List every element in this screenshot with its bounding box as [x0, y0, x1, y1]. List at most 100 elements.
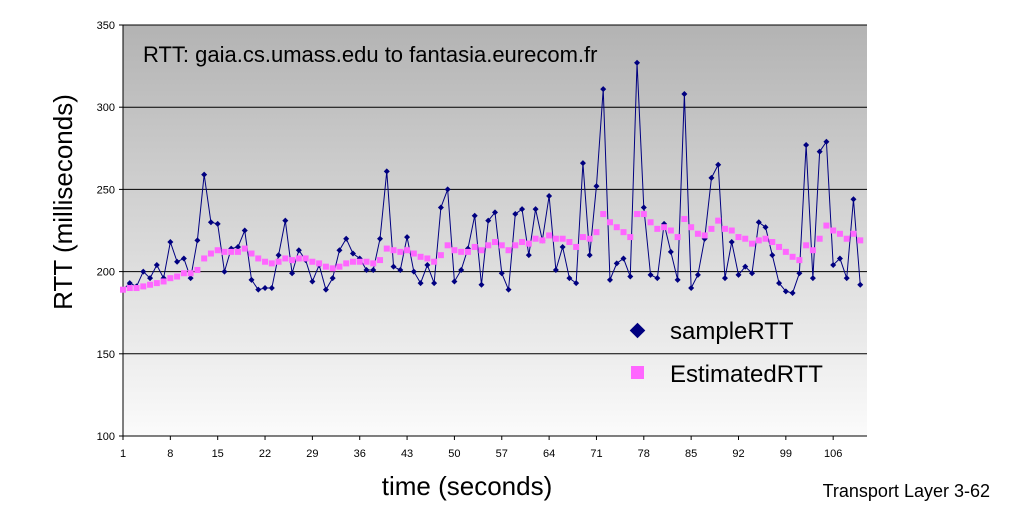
sampleRTT-point [275, 252, 282, 259]
sampleRTT-point [606, 276, 613, 283]
sampleRTT-point [742, 263, 749, 270]
EstimatedRTT-point [647, 219, 654, 226]
sampleRTT-point [620, 255, 627, 262]
sampleRTT-point [816, 148, 823, 155]
EstimatedRTT-point [532, 235, 539, 242]
EstimatedRTT-point [133, 285, 140, 292]
EstimatedRTT-point [356, 258, 363, 265]
sampleRTT-point [857, 281, 864, 288]
sampleRTT-point [377, 235, 384, 242]
sampleRTT-point [180, 255, 187, 262]
sampleRTT-point [674, 276, 681, 283]
sampleRTT-point [762, 224, 769, 231]
x-tick-label: 106 [824, 448, 842, 460]
EstimatedRTT-point [566, 239, 573, 246]
x-tick-label: 50 [448, 448, 460, 460]
sampleRTT-point [174, 258, 181, 265]
EstimatedRTT-point [776, 243, 783, 250]
sampleRTT-point [735, 271, 742, 278]
EstimatedRTT-point [681, 215, 688, 222]
EstimatedRTT-point [431, 258, 438, 265]
EstimatedRTT-point [370, 260, 377, 267]
sampleRTT-point [519, 206, 526, 213]
sampleRTT-point [404, 234, 411, 241]
EstimatedRTT-point [796, 257, 803, 264]
sampleRTT-point [140, 268, 147, 275]
x-tick-label: 92 [732, 448, 744, 460]
sampleRTT-point [336, 247, 343, 254]
EstimatedRTT-point [485, 242, 492, 249]
sampleRTT-point [836, 255, 843, 262]
sampleRTT-point [830, 262, 837, 269]
y-tick-label: 100 [97, 431, 115, 443]
EstimatedRTT-point [762, 235, 769, 242]
EstimatedRTT-point [613, 224, 620, 231]
sampleRTT-point [586, 252, 593, 259]
EstimatedRTT-point [316, 260, 323, 267]
EstimatedRTT-point [174, 273, 181, 280]
series-sampleRTT [120, 59, 864, 296]
sampleRTT-point [654, 275, 661, 282]
EstimatedRTT-point [444, 242, 451, 249]
EstimatedRTT-point [600, 211, 607, 218]
EstimatedRTT-point [498, 242, 505, 249]
sampleRTT-point [451, 278, 458, 285]
EstimatedRTT-point [404, 247, 411, 254]
EstimatedRTT-point [559, 235, 566, 242]
x-tick-label: 71 [590, 448, 602, 460]
EstimatedRTT-point [755, 237, 762, 244]
EstimatedRTT-point [519, 239, 526, 246]
EstimatedRTT-point [721, 225, 728, 232]
sampleRTT-point [437, 204, 444, 211]
sampleRTT-point [471, 212, 478, 219]
x-tick-label: 36 [354, 448, 366, 460]
EstimatedRTT-point [620, 229, 627, 236]
sampleRTT-point [241, 227, 248, 234]
sampleRTT-line [122, 62, 861, 294]
EstimatedRTT-point [194, 266, 201, 273]
EstimatedRTT-point [228, 248, 235, 255]
sampleRTT-point [248, 276, 255, 283]
sampleRTT-point [390, 263, 397, 270]
EstimatedRTT-point [525, 240, 532, 247]
sampleRTT-point [600, 86, 607, 93]
EstimatedRTT-point [397, 248, 404, 255]
x-tick-label: 22 [259, 448, 271, 460]
legend-estimated-label: EstimatedRTT [670, 361, 823, 388]
EstimatedRTT-point [336, 263, 343, 270]
EstimatedRTT-point [579, 234, 586, 241]
EstimatedRTT-point [255, 255, 262, 262]
EstimatedRTT-point [708, 225, 715, 232]
EstimatedRTT-point [816, 235, 823, 242]
EstimatedRTT-point [694, 230, 701, 237]
sampleRTT-point [370, 266, 377, 273]
EstimatedRTT-point [167, 275, 174, 282]
x-tick-label: 78 [638, 448, 650, 460]
sampleRTT-point [147, 275, 154, 282]
sampleRTT-point [417, 280, 424, 287]
sampleRTT-point [627, 273, 634, 280]
sampleRTT-point [782, 288, 789, 295]
EstimatedRTT-point [586, 235, 593, 242]
sampleRTT-point [221, 268, 228, 275]
sampleRTT-point [708, 174, 715, 181]
sampleRTT-point [431, 280, 438, 287]
EstimatedRTT-point [424, 255, 431, 262]
EstimatedRTT-point [153, 280, 160, 287]
sampleRTT-point [573, 280, 580, 287]
EstimatedRTT-point [214, 247, 221, 254]
sampleRTT-point [512, 211, 519, 218]
sampleRTT-point [282, 217, 289, 224]
EstimatedRTT-point [789, 253, 796, 260]
EstimatedRTT-point [349, 258, 356, 265]
EstimatedRTT-point [715, 217, 722, 224]
EstimatedRTT-point [593, 229, 600, 236]
EstimatedRTT-point [268, 260, 275, 267]
EstimatedRTT-point [843, 235, 850, 242]
sampleRTT-point [532, 206, 539, 213]
EstimatedRTT-point [262, 258, 269, 265]
sampleRTT-point [343, 235, 350, 242]
sampleRTT-point [579, 160, 586, 167]
EstimatedRTT-point [749, 240, 756, 247]
